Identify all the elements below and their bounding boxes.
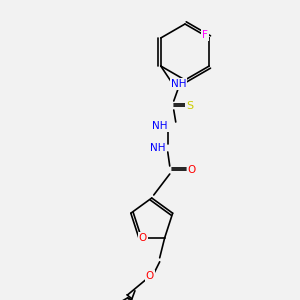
Text: NH: NH: [171, 79, 186, 89]
Text: O: O: [139, 233, 147, 243]
Text: NH: NH: [152, 121, 168, 131]
Text: O: O: [146, 271, 154, 281]
Text: F: F: [202, 30, 208, 40]
Text: S: S: [186, 101, 193, 111]
Text: NH: NH: [150, 143, 166, 153]
Text: O: O: [188, 165, 196, 175]
